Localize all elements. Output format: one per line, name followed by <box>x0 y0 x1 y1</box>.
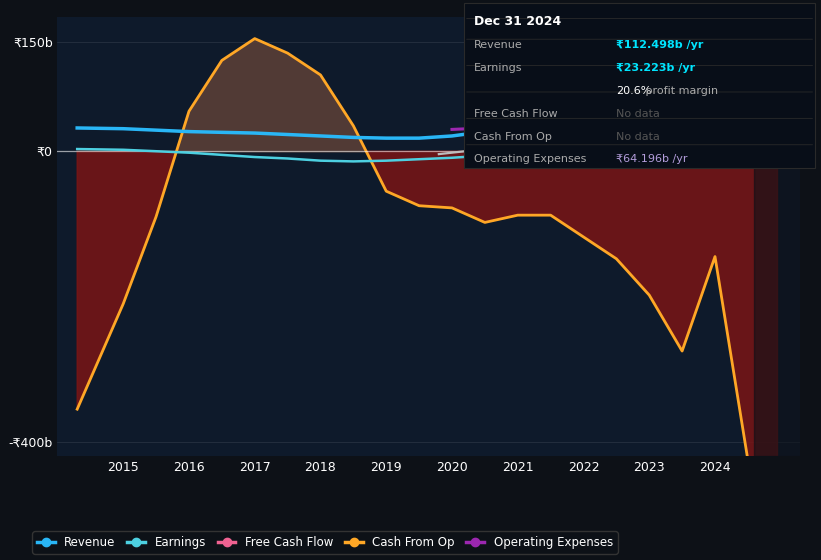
Bar <box>754 17 814 456</box>
Text: 20.6%: 20.6% <box>616 86 651 96</box>
Text: Revenue: Revenue <box>474 40 522 50</box>
Text: ₹23.223b /yr: ₹23.223b /yr <box>616 63 695 73</box>
Text: Dec 31 2024: Dec 31 2024 <box>474 15 561 28</box>
Text: Cash From Op: Cash From Op <box>474 132 552 142</box>
Text: ₹112.498b /yr: ₹112.498b /yr <box>616 40 703 50</box>
Text: Free Cash Flow: Free Cash Flow <box>474 109 557 119</box>
Legend: Revenue, Earnings, Free Cash Flow, Cash From Op, Operating Expenses: Revenue, Earnings, Free Cash Flow, Cash … <box>32 531 617 554</box>
Text: ₹64.196b /yr: ₹64.196b /yr <box>616 155 687 165</box>
Text: No data: No data <box>616 132 659 142</box>
Text: No data: No data <box>616 109 659 119</box>
Text: Operating Expenses: Operating Expenses <box>474 155 586 165</box>
Text: Earnings: Earnings <box>474 63 522 73</box>
Text: profit margin: profit margin <box>643 86 718 96</box>
